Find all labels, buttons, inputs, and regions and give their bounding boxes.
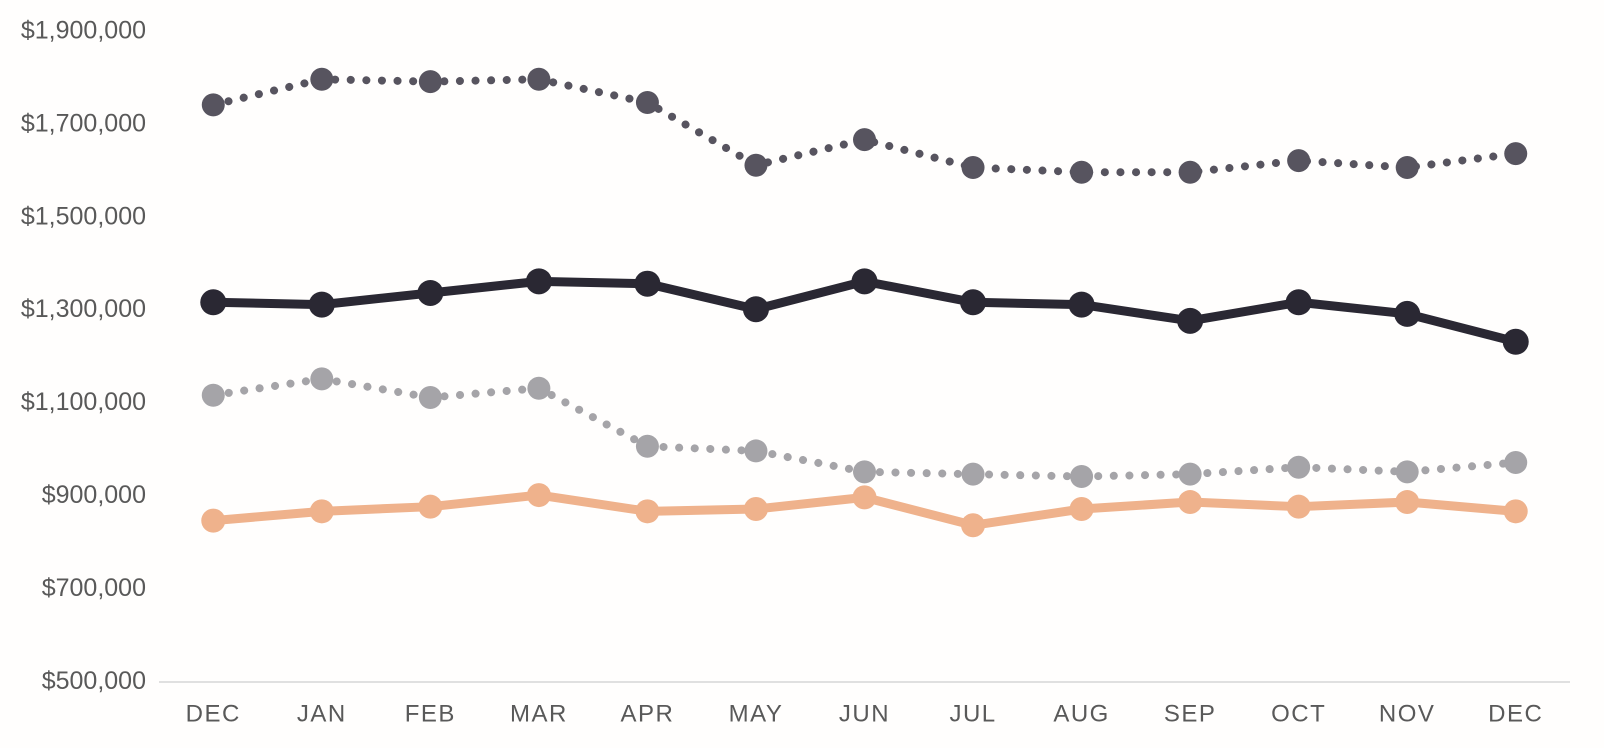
x-axis-label: MAY <box>729 701 784 728</box>
x-axis-label: DEC <box>186 701 241 728</box>
series-marker-upper-dark-dotted <box>310 67 334 91</box>
series-marker-upper-dark-dotted <box>1178 160 1202 184</box>
series-marker-black-solid <box>1068 291 1095 318</box>
series-marker-upper-dark-dotted <box>201 93 225 117</box>
series-marker-gray-dotted <box>1070 464 1094 488</box>
series-marker-peach-solid <box>743 497 768 522</box>
x-axis-label: JAN <box>297 701 347 728</box>
x-axis-label: JUL <box>949 701 996 728</box>
series-marker-peach-solid <box>201 508 226 533</box>
series-marker-black-solid <box>851 268 878 295</box>
series-marker-black-solid <box>417 279 444 306</box>
series-marker-peach-solid <box>309 499 334 524</box>
series-marker-peach-solid <box>961 513 986 538</box>
series-marker-black-solid <box>308 291 335 318</box>
series-marker-upper-dark-dotted <box>1504 142 1528 166</box>
series-marker-upper-dark-dotted <box>1395 156 1419 180</box>
series-marker-upper-dark-dotted <box>1070 160 1094 184</box>
series-marker-black-solid <box>1394 300 1421 327</box>
series-marker-upper-dark-dotted <box>961 156 985 180</box>
series-marker-peach-solid <box>1178 490 1203 515</box>
series-marker-peach-solid <box>1503 499 1528 524</box>
series-marker-gray-dotted <box>635 434 659 458</box>
series-marker-peach-solid <box>418 494 443 519</box>
series-marker-peach-solid <box>1286 494 1311 519</box>
y-axis-tick-label: $1,900,000 <box>21 17 146 45</box>
x-axis-label: APR <box>620 701 674 728</box>
series-marker-upper-dark-dotted <box>1287 149 1311 173</box>
series-marker-peach-solid <box>1395 490 1420 515</box>
series-marker-peach-solid <box>1069 497 1094 522</box>
x-axis-label: NOV <box>1379 701 1436 728</box>
series-marker-gray-dotted <box>853 460 876 484</box>
series-marker-black-solid <box>634 270 661 297</box>
series-marker-black-solid <box>200 289 227 316</box>
y-axis-tick-label: $1,100,000 <box>21 388 146 416</box>
series-marker-gray-dotted <box>201 383 225 407</box>
x-axis-label: SEP <box>1164 701 1217 728</box>
y-axis-tick-label: $700,000 <box>42 574 146 602</box>
series-marker-black-solid <box>960 289 987 316</box>
x-axis-label: AUG <box>1053 701 1110 728</box>
series-marker-gray-dotted <box>1504 451 1528 475</box>
series-marker-gray-dotted <box>1395 460 1419 484</box>
series-marker-upper-dark-dotted <box>635 91 659 115</box>
series-marker-upper-dark-dotted <box>418 70 442 94</box>
series-marker-upper-dark-dotted <box>744 153 768 177</box>
y-axis-tick-label: $1,700,000 <box>21 109 146 137</box>
series-marker-black-solid <box>1285 289 1312 316</box>
series-marker-gray-dotted <box>1178 462 1202 486</box>
series-marker-gray-dotted <box>527 376 551 400</box>
series-line-upper-dark-dotted <box>209 75 1520 177</box>
x-axis-label: FEB <box>405 701 456 728</box>
x-axis-label: DEC <box>1488 701 1543 728</box>
y-axis-tick-label: $1,500,000 <box>21 202 146 230</box>
series-marker-black-solid <box>1177 307 1204 334</box>
y-axis-tick-label: $900,000 <box>42 481 146 509</box>
series-marker-black-solid <box>1502 328 1529 355</box>
series-marker-gray-dotted <box>744 439 768 463</box>
x-axis-label: OCT <box>1271 701 1326 728</box>
series-marker-peach-solid <box>635 499 660 524</box>
y-axis-tick-label: $1,300,000 <box>21 295 146 323</box>
series-marker-upper-dark-dotted <box>527 67 551 91</box>
series-marker-upper-dark-dotted <box>853 128 876 152</box>
x-axis-label: MAR <box>510 701 568 728</box>
series-marker-peach-solid <box>526 483 551 508</box>
series-marker-black-solid <box>742 296 769 323</box>
series-marker-gray-dotted <box>961 462 985 486</box>
y-axis-tick-label: $500,000 <box>42 667 146 695</box>
series-marker-peach-solid <box>852 485 877 510</box>
series-marker-black-solid <box>525 268 552 295</box>
x-axis-label: JUN <box>839 701 890 728</box>
series-marker-gray-dotted <box>418 386 442 410</box>
series-marker-gray-dotted <box>1287 455 1311 479</box>
series-marker-gray-dotted <box>310 367 334 391</box>
